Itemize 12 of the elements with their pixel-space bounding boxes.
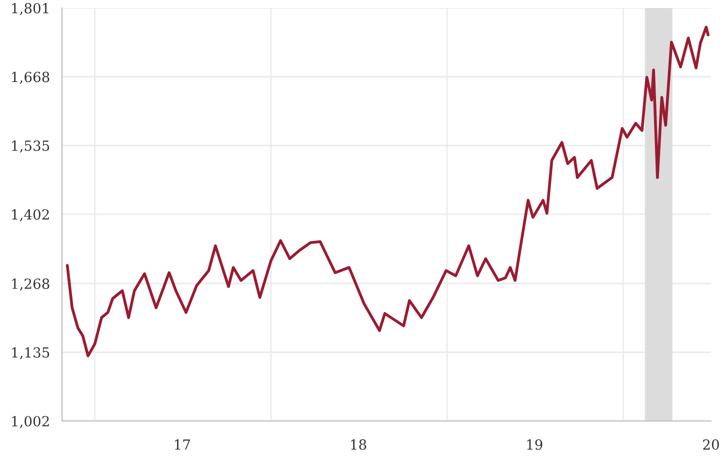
x-tick-label: 17	[175, 439, 190, 450]
x-tick-label: 18	[351, 439, 366, 450]
line-series	[66, 26, 710, 358]
y-tick-label: 1,268	[12, 278, 50, 291]
y-tick-label: 1,801	[12, 2, 48, 16]
y-tick-label: 1,402	[12, 209, 49, 222]
y-tick-label: 1,002	[12, 416, 49, 428]
y-tick-label: 1,135	[12, 347, 50, 360]
y-tick-label: 1,535	[12, 140, 50, 153]
x-tick-label: 19	[527, 439, 542, 450]
y-tick-label: 1,668	[12, 72, 50, 84]
x-tick-label: 20	[703, 439, 719, 450]
